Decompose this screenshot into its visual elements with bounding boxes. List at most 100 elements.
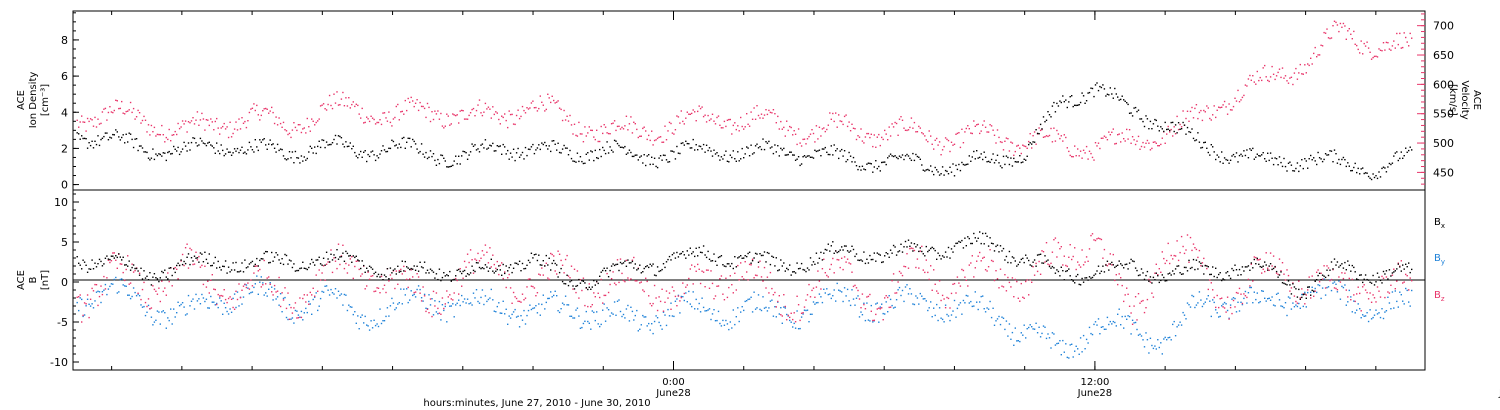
by-point (1234, 297, 1236, 300)
bx-point (1069, 275, 1071, 277)
by-point (1093, 323, 1095, 326)
density-point (1262, 152, 1264, 154)
bx-point (187, 253, 190, 255)
bx-point (845, 245, 847, 247)
bx-point (708, 258, 711, 260)
by-point (308, 300, 310, 303)
density-point (607, 152, 610, 154)
density-point (1161, 128, 1163, 130)
velocity-point (127, 110, 129, 112)
bx-point (281, 258, 283, 260)
by-point (714, 320, 717, 322)
bx-point (508, 266, 510, 269)
by-point (575, 309, 577, 311)
bx-point (780, 259, 782, 261)
bz-point (444, 303, 446, 305)
velocity-point (187, 121, 190, 123)
bz-point (1170, 254, 1172, 257)
velocity-point (553, 99, 555, 102)
by-point (1240, 301, 1242, 303)
density-point (121, 136, 123, 139)
velocity-point (176, 133, 178, 136)
density-point (1332, 161, 1334, 163)
density-point (1025, 159, 1027, 161)
bx-point (839, 249, 841, 251)
density-point (109, 136, 111, 139)
bz-point (459, 268, 461, 270)
by-point (1342, 286, 1345, 289)
velocity-point (409, 101, 411, 103)
velocity-point (1353, 30, 1355, 33)
bx-point (414, 269, 417, 271)
density-point (210, 144, 212, 146)
density-point (866, 163, 868, 165)
bx-point (484, 264, 487, 266)
density-point (428, 156, 430, 158)
density-point (738, 160, 740, 162)
by-point (250, 291, 252, 294)
bz-point (887, 296, 889, 299)
by-point (1310, 291, 1312, 293)
velocity-point (1102, 137, 1104, 139)
bx-point (1084, 277, 1086, 279)
bz-point (1045, 242, 1048, 244)
velocity-point (376, 121, 378, 124)
velocity-point (244, 120, 246, 123)
density-point (155, 153, 157, 155)
velocity-point (775, 122, 777, 124)
velocity-point (110, 111, 113, 113)
bx-point (829, 250, 831, 252)
by-point (1050, 347, 1052, 349)
by-point (961, 313, 963, 315)
density-point (352, 145, 354, 147)
bz-point (881, 307, 883, 309)
bz-point (192, 263, 194, 266)
bz-point (472, 272, 475, 274)
bx-point (1243, 270, 1245, 272)
by-point (887, 311, 889, 313)
bz-point (803, 306, 806, 308)
velocity-point (1035, 143, 1037, 145)
bz-point (763, 266, 766, 269)
velocity-point (639, 135, 641, 137)
bx-point (425, 272, 427, 274)
density-point (1194, 139, 1196, 142)
by-point (604, 320, 607, 322)
velocity-point (573, 123, 576, 125)
velocity-point (1329, 37, 1331, 40)
bz-point (167, 272, 169, 274)
density-point (517, 147, 519, 150)
density-point (1068, 101, 1070, 103)
bz-point (397, 283, 399, 285)
density-point (1255, 156, 1257, 158)
bx-point (744, 255, 746, 257)
bz-point (1020, 282, 1022, 285)
bx-point (1290, 293, 1293, 295)
bz-point (676, 305, 678, 307)
density-point (1339, 163, 1342, 166)
bz-point (790, 312, 792, 314)
bz-point (319, 279, 322, 281)
by-point (97, 290, 99, 292)
bz-point (290, 306, 292, 309)
velocity-point (413, 105, 415, 108)
velocity-point (245, 126, 248, 129)
density-point (417, 152, 420, 154)
density-point (1065, 99, 1067, 101)
bx-point (512, 267, 515, 269)
velocity-point (1213, 105, 1215, 107)
by-point (919, 292, 921, 295)
bz-point (116, 267, 118, 269)
density-point (358, 153, 360, 156)
bx-point (437, 278, 439, 281)
density-point (860, 169, 862, 171)
density-point (477, 148, 479, 150)
by-point (1286, 314, 1288, 317)
bz-point (314, 295, 316, 297)
density-point (400, 146, 402, 149)
velocity-point (817, 138, 819, 140)
legend-bz: Bz (1434, 290, 1445, 303)
bz-point (238, 283, 240, 285)
density-point (1082, 95, 1085, 97)
velocity-point (691, 112, 693, 115)
